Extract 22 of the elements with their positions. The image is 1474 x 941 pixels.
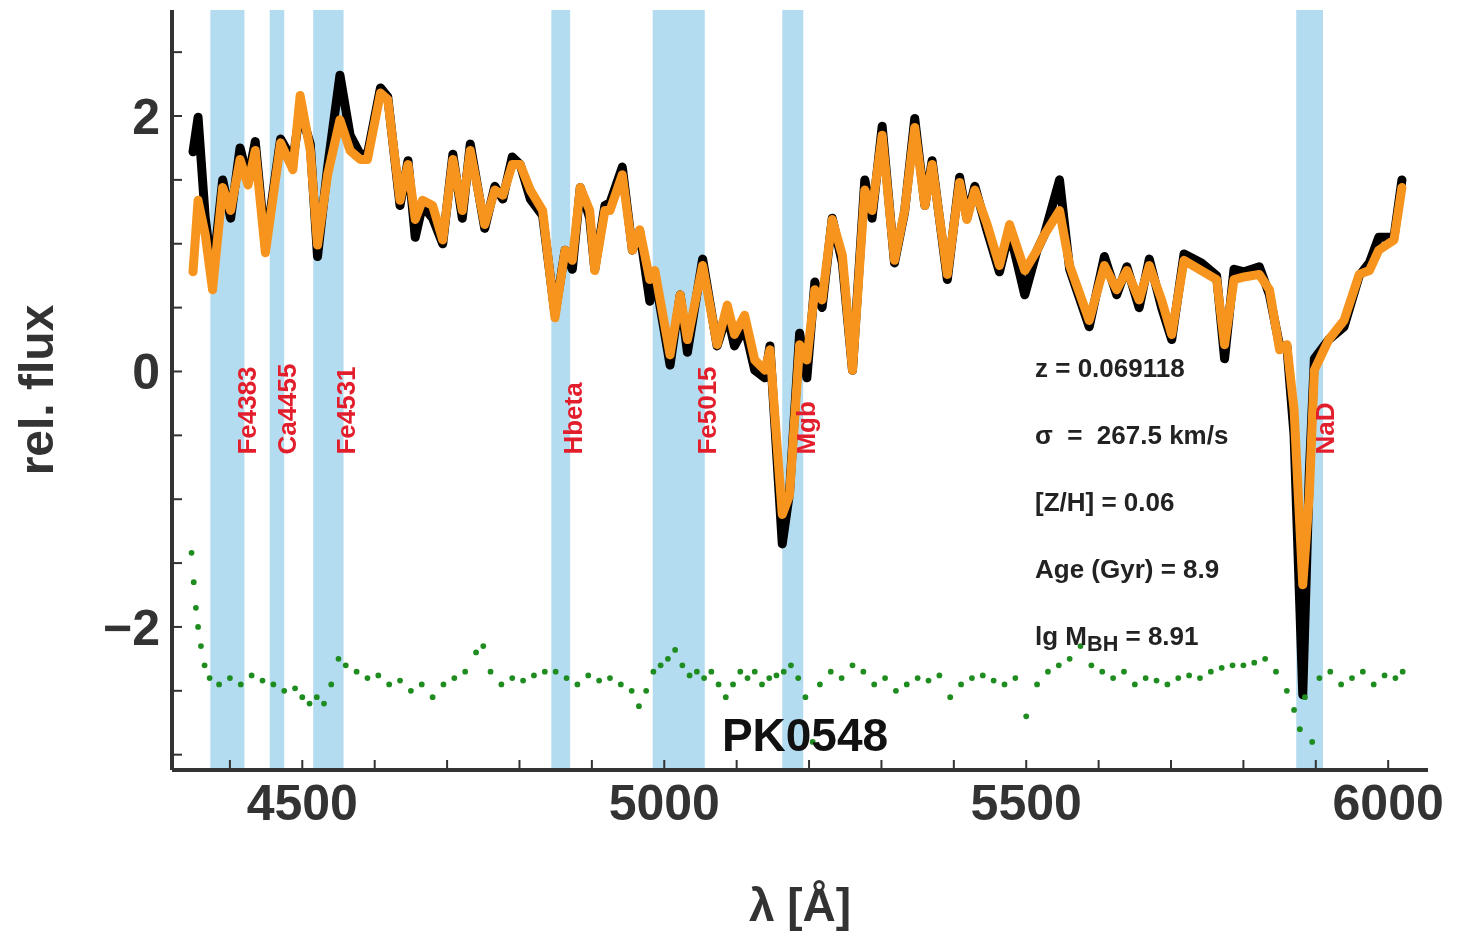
band-label: Hbeta <box>557 381 588 455</box>
y-tick-label: 0 <box>132 344 160 401</box>
x-tick-label: 4500 <box>246 774 358 831</box>
y-tick-label: 2 <box>132 88 160 145</box>
band-label: Mgb <box>790 401 821 455</box>
annotation: z = 0.069118 <box>1035 353 1185 384</box>
x-tick-label: 5500 <box>970 774 1082 831</box>
band-label: Ca4455 <box>271 363 302 455</box>
band-label: Fe4383 <box>231 366 262 455</box>
annotation: σ = 267.5 km/s <box>1035 420 1229 451</box>
band-label: NaD <box>1310 402 1341 455</box>
x-axis-title: λ [Å] <box>748 879 852 931</box>
band-label: Fe4531 <box>330 366 361 455</box>
band-label: Fe5015 <box>692 366 723 455</box>
y-axis-title: rel. flux <box>10 304 64 476</box>
y-tick-label: −2 <box>102 599 160 656</box>
annotation: [Z/H] = 0.06 <box>1035 487 1175 518</box>
annotation: PK0548 <box>721 708 889 762</box>
x-tick-label: 6000 <box>1332 774 1444 831</box>
annotation: lg M$_{BH}$ = 8.91 <box>1035 621 1199 658</box>
x-tick-label: 5000 <box>608 774 720 831</box>
annotation: Age (Gyr) = 8.9 <box>1035 554 1220 585</box>
